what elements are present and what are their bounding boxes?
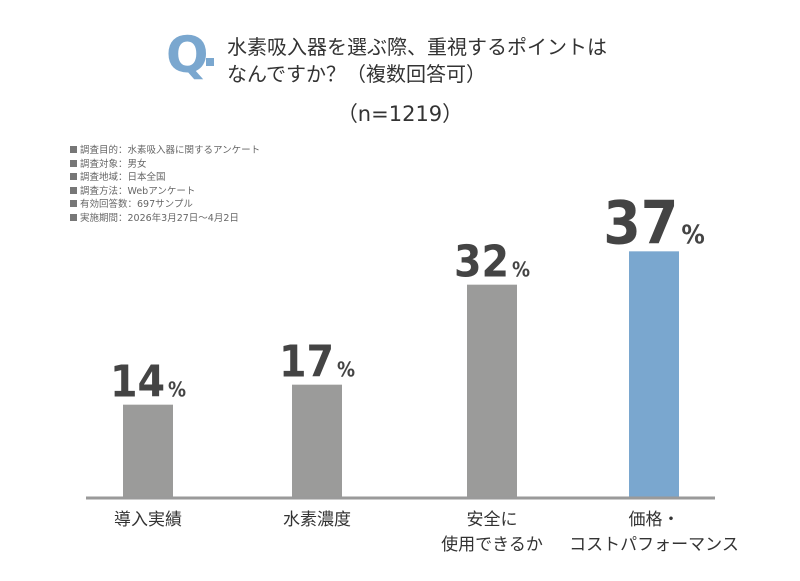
survey-note: 実施期間：2026年3月27日〜4月2日 xyxy=(70,212,260,226)
bullet-square-icon xyxy=(70,159,77,167)
bar xyxy=(467,284,517,498)
value-label: 37% xyxy=(603,188,705,258)
question-title: 水素吸入器を選ぶ際、重視するポイントは なんですか？（複数回答可） xyxy=(227,35,607,86)
survey-note-text: 調査対象：男女 xyxy=(80,158,147,170)
category-label: 水素濃度 xyxy=(283,510,351,530)
survey-note: 調査対象：男女 xyxy=(70,158,260,172)
survey-note-text: 有効回答数：697サンプル xyxy=(80,199,193,210)
bullet-square-icon xyxy=(70,173,77,180)
category-label: 導入実績 xyxy=(114,510,182,530)
value-label: 17% xyxy=(279,337,355,388)
survey-note: 調査方法：Webアンケート xyxy=(70,185,260,199)
survey-notes: 調査目的：水素吸入器に関するアンケート 調査対象：男女 調査地域：日本全国 調査… xyxy=(70,144,260,225)
bar xyxy=(292,384,342,498)
bullet-square-icon xyxy=(70,186,77,194)
survey-note: 調査目的：水素吸入器に関するアンケート xyxy=(70,144,260,158)
survey-note-text: 調査地域：日本全国 xyxy=(80,172,166,183)
survey-note-text: 調査方法：Webアンケート xyxy=(80,185,196,197)
sample-size: （n=1219） xyxy=(336,102,464,126)
q-mark: Q xyxy=(166,26,209,84)
survey-note: 調査地域：日本全国 xyxy=(70,171,260,185)
category-label: 安全に 使用できるか xyxy=(441,510,543,555)
category-label: 価格・ コストパフォーマンス xyxy=(569,510,739,555)
survey-note-text: 実施期間：2026年3月27日〜4月2日 xyxy=(80,212,239,224)
bullet-square-icon xyxy=(70,213,77,221)
value-label: 32% xyxy=(454,237,530,288)
survey-note-text: 調査目的：水素吸入器に関するアンケート xyxy=(80,145,261,156)
q-dot xyxy=(206,58,214,66)
value-label: 14% xyxy=(110,357,186,408)
bullet-square-icon xyxy=(70,146,77,153)
survey-note: 有効回答数：697サンプル xyxy=(70,198,260,212)
bar xyxy=(629,251,679,498)
bar xyxy=(123,404,173,498)
bullet-square-icon xyxy=(70,200,77,207)
